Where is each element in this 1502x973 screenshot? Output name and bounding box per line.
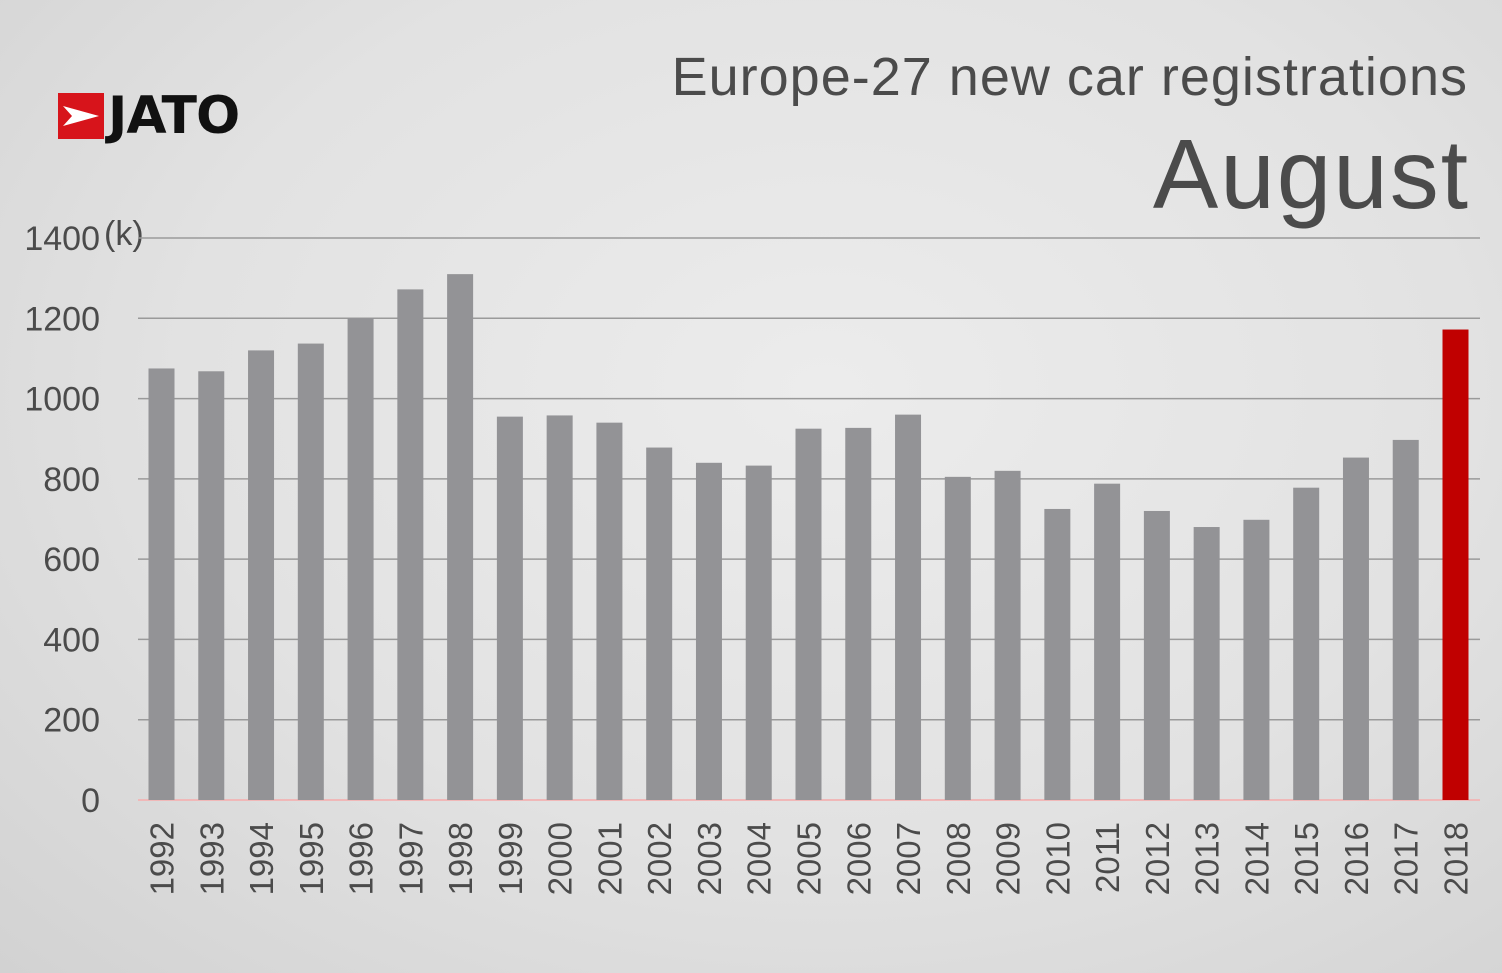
x-tick-label-2009: 2009	[990, 822, 1027, 895]
jato-logo: JATO	[58, 86, 240, 146]
x-tick-label-2000: 2000	[542, 822, 579, 895]
chart-title: Europe-27 new car registrations	[671, 47, 1468, 107]
bar-2005	[795, 428, 822, 800]
x-tick-label-1995: 1995	[293, 822, 330, 895]
x-tick-label-2007: 2007	[890, 822, 927, 895]
bar-1998	[447, 274, 474, 801]
bar-1994	[248, 350, 275, 800]
x-tick-label-2013: 2013	[1189, 822, 1226, 895]
x-tick-label-2016: 2016	[1338, 822, 1375, 895]
x-tick-label-1998: 1998	[442, 822, 479, 895]
bar-2003	[695, 462, 722, 800]
x-tick-label-2003: 2003	[691, 822, 728, 895]
x-tick-label-2018: 2018	[1438, 822, 1475, 895]
bar-2008	[944, 476, 971, 800]
bar-2009	[994, 470, 1021, 800]
x-tick-label-1996: 1996	[343, 822, 380, 895]
y-tick-label-400: 400	[43, 621, 100, 659]
bar-2014	[1243, 519, 1270, 800]
x-tick-label-2017: 2017	[1388, 822, 1425, 895]
x-axis-ticks: 1992 1993 1994 1995 1996 1997 1998 1999 2000 2001…	[144, 822, 1475, 895]
x-tick-label-2012: 2012	[1139, 822, 1176, 895]
y-tick-label-1200: 1200	[24, 300, 100, 338]
bar-2010	[1044, 508, 1071, 800]
y-axis-unit-label: (k)	[104, 215, 144, 253]
bar-1996	[347, 318, 374, 800]
bars	[148, 274, 1469, 801]
x-tick-label-2005: 2005	[791, 822, 828, 895]
bar-2001	[596, 422, 623, 800]
jato-logo-text: JATO	[108, 86, 240, 146]
x-tick-label-2004: 2004	[741, 822, 778, 895]
y-tick-label-800: 800	[43, 461, 100, 499]
bar-2006	[845, 427, 872, 800]
x-tick-label-2011: 2011	[1089, 822, 1126, 893]
bar-1993	[198, 371, 225, 800]
y-tick-label-0: 0	[81, 782, 100, 820]
bar-2016	[1342, 457, 1369, 800]
x-tick-label-1997: 1997	[392, 822, 429, 895]
x-tick-label-2008: 2008	[940, 822, 977, 895]
x-tick-label-2015: 2015	[1288, 822, 1325, 895]
bar-1992	[148, 368, 175, 800]
bar-2011	[1094, 483, 1121, 800]
bar-1995	[297, 343, 324, 800]
x-tick-label-2001: 2001	[591, 822, 628, 895]
x-tick-label-1992: 1992	[144, 822, 181, 895]
chart-subtitle: August	[1152, 119, 1470, 229]
bar-2013	[1193, 527, 1220, 800]
bar-1999	[496, 416, 523, 800]
x-tick-label-2002: 2002	[641, 822, 678, 895]
bar-2015	[1293, 487, 1320, 800]
x-tick-label-1993: 1993	[193, 822, 230, 895]
bar-2018	[1442, 329, 1469, 800]
bar-2002	[646, 447, 673, 800]
x-tick-label-2014: 2014	[1238, 822, 1275, 895]
x-tick-label-2006: 2006	[840, 822, 877, 895]
bar-2017	[1392, 439, 1419, 800]
bar-2012	[1143, 510, 1170, 800]
x-tick-label-1994: 1994	[243, 822, 280, 895]
y-tick-label-200: 200	[43, 702, 100, 740]
bar-2000	[546, 415, 573, 800]
y-tick-label-1400: 1400	[24, 220, 100, 258]
y-tick-label-1000: 1000	[24, 381, 100, 419]
jato-logo-mark-icon	[58, 93, 104, 139]
x-tick-label-2010: 2010	[1039, 822, 1076, 895]
bar-2007	[895, 414, 922, 800]
bar-1997	[397, 289, 424, 800]
y-tick-label-600: 600	[43, 541, 100, 579]
y-axis-ticks: 0 200 400 600 800 1000 1200 1400	[24, 220, 100, 820]
bar-2004	[745, 465, 772, 800]
x-tick-label-1999: 1999	[492, 822, 529, 895]
